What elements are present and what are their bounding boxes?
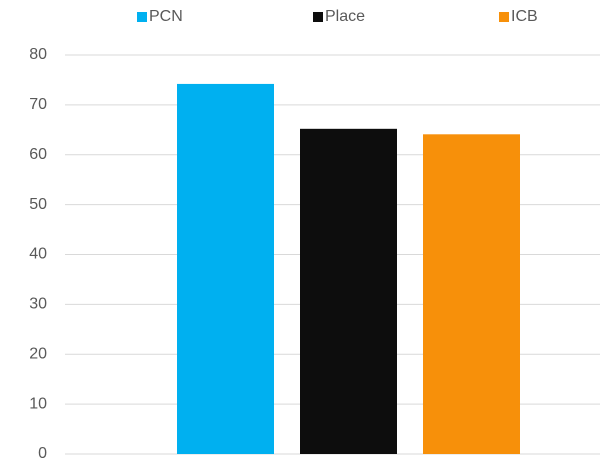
- legend-label: Place: [325, 8, 365, 25]
- bar: [300, 128, 397, 454]
- y-tick-label: 80: [29, 46, 47, 63]
- legend-label: ICB: [511, 8, 538, 25]
- bar: [423, 134, 520, 454]
- y-tick-label: 40: [29, 246, 47, 263]
- y-tick-label: 70: [29, 96, 47, 113]
- y-tick-label: 30: [29, 296, 47, 313]
- legend-swatch: [137, 12, 147, 22]
- y-tick-label: 60: [29, 146, 47, 163]
- legend-swatch: [499, 12, 509, 22]
- y-tick-label: 10: [29, 395, 47, 412]
- legend-swatch: [313, 12, 323, 22]
- y-tick-label: 0: [38, 445, 47, 461]
- y-tick-label: 50: [29, 196, 47, 213]
- bar: [177, 83, 274, 455]
- y-tick-label: 20: [29, 345, 47, 362]
- legend-label: PCN: [149, 8, 183, 25]
